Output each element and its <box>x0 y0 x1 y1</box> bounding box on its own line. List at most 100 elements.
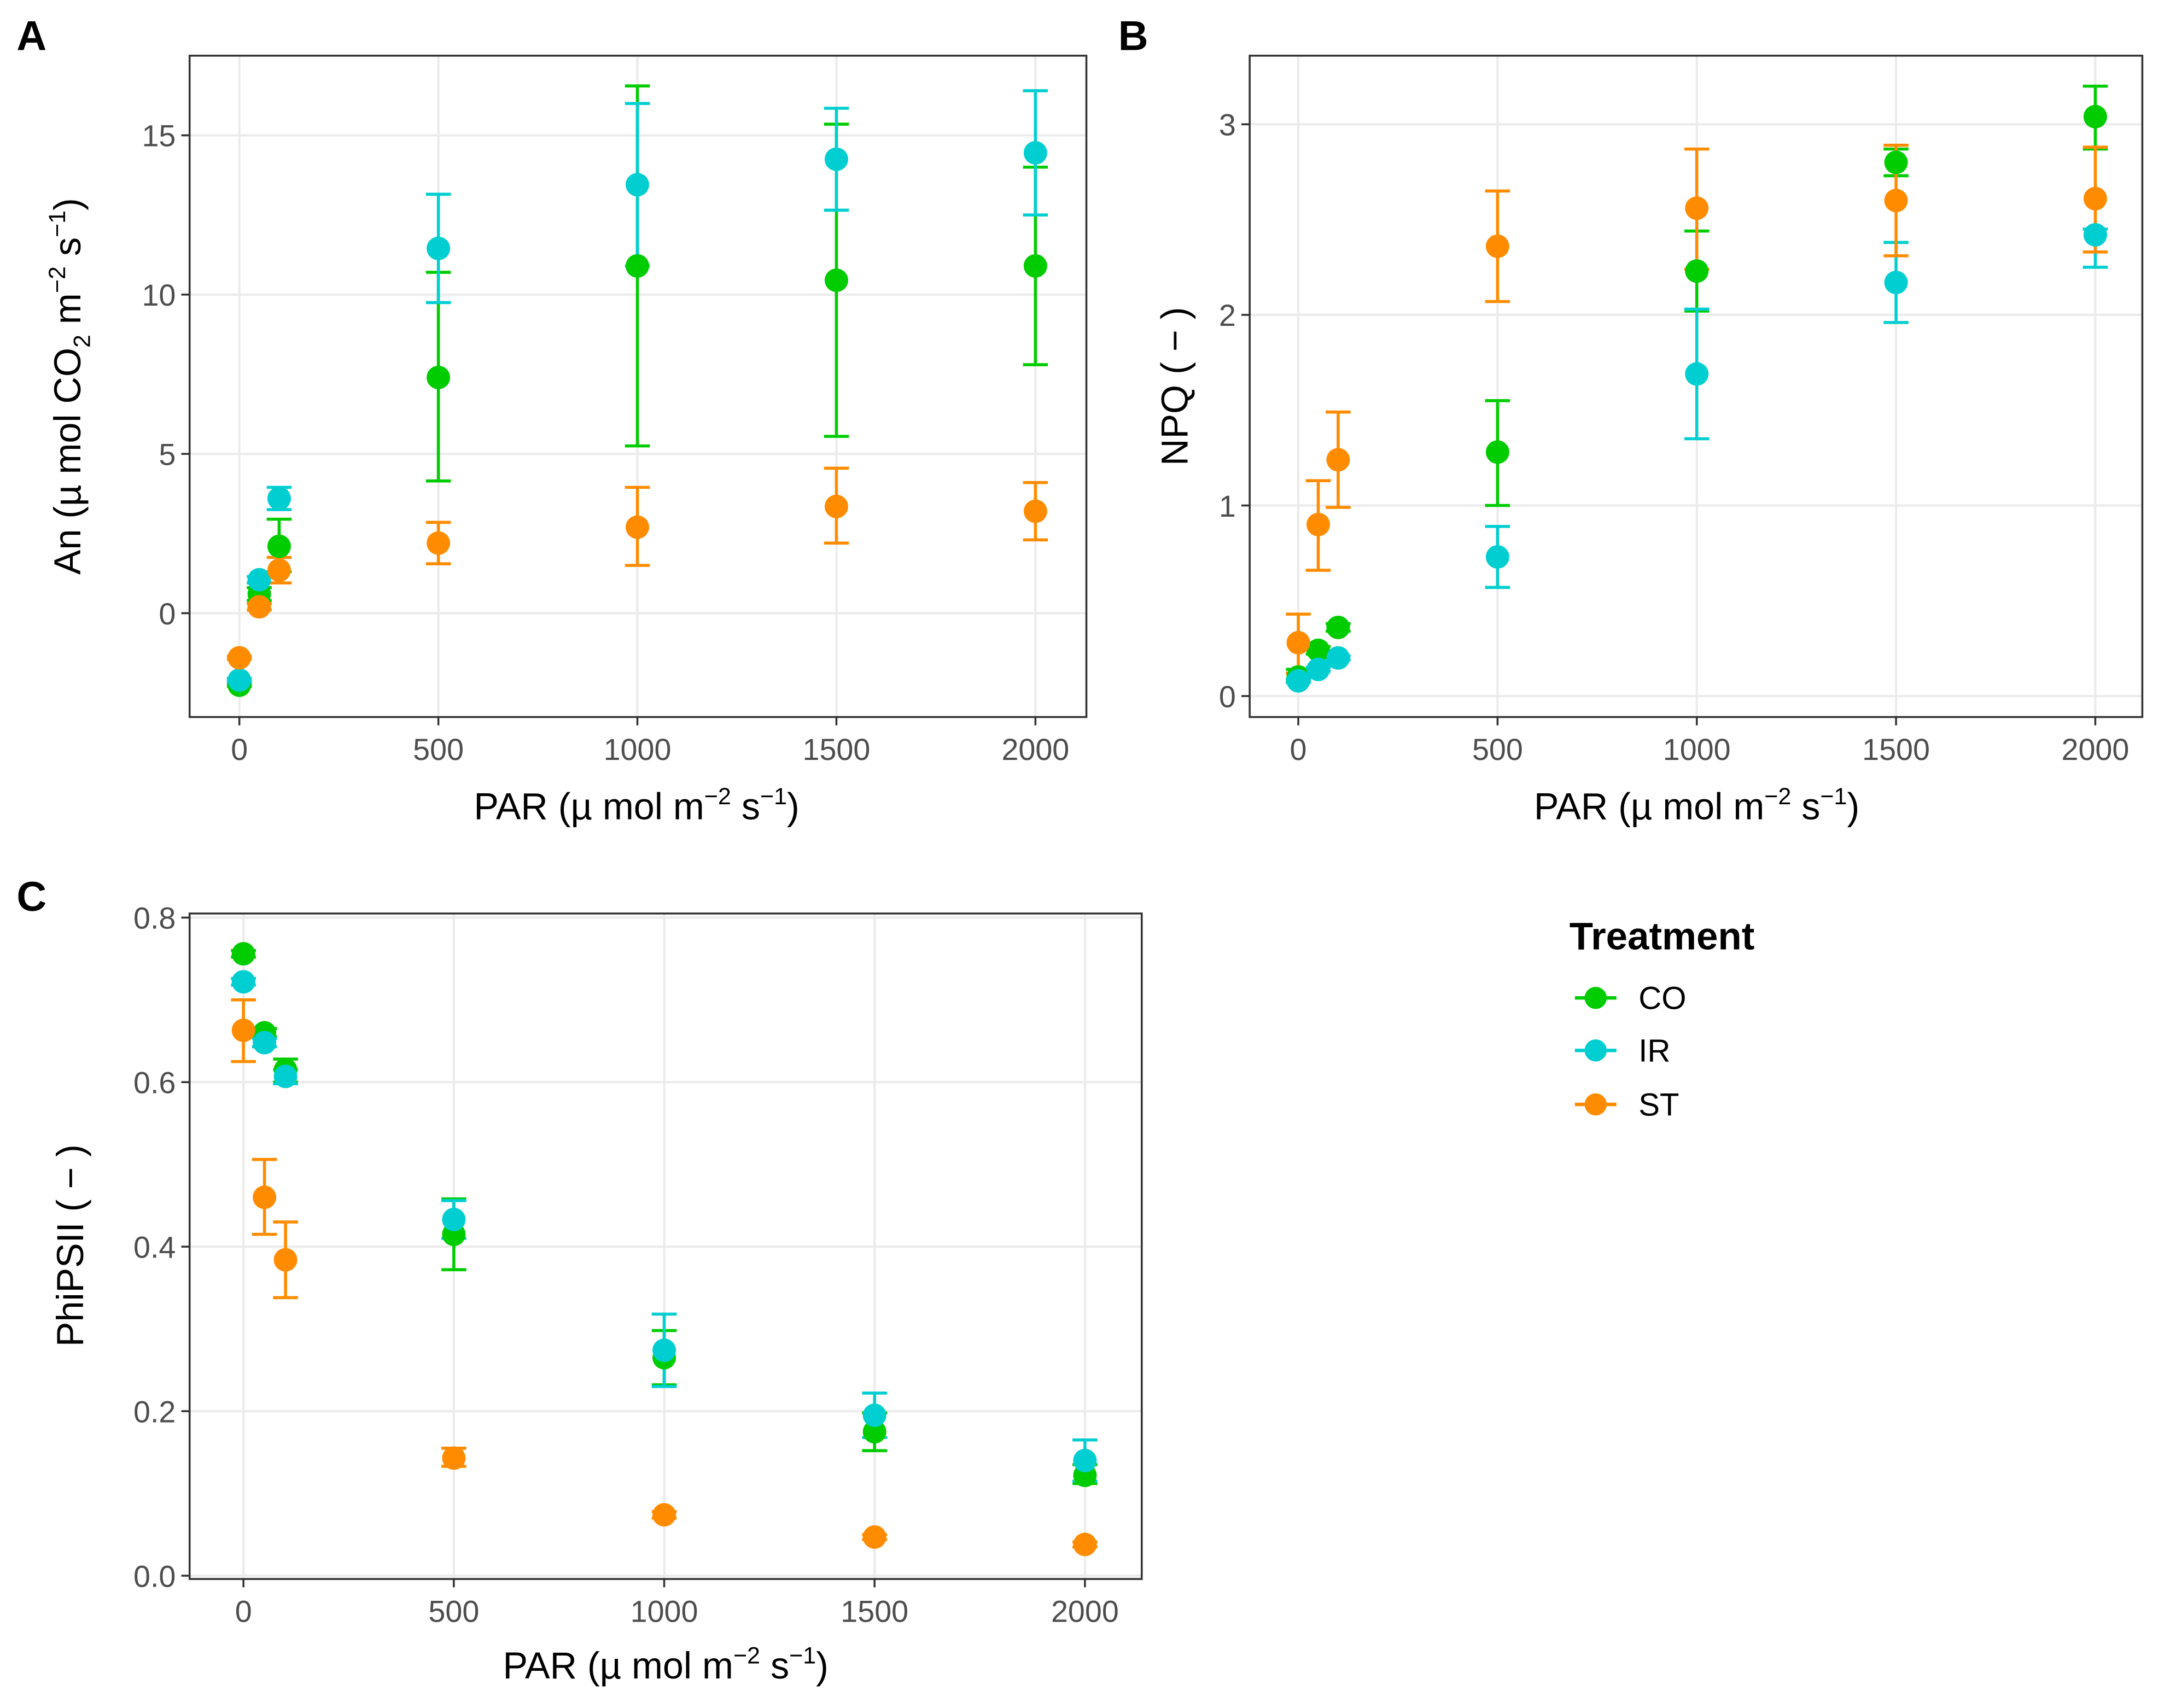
data-point-co <box>862 1420 886 1444</box>
y-tick-label: 0.6 <box>133 1066 176 1100</box>
y-tick-label: 0 <box>159 597 176 631</box>
y-axis-title-superscript: 2 <box>69 335 95 348</box>
data-point-co <box>2083 104 2107 128</box>
data-point-st <box>1306 512 1330 536</box>
data-point-ir <box>862 1403 886 1428</box>
y-axis-title-part: PhiPSII ( − ) <box>50 1144 91 1347</box>
y-axis-title-part: m <box>47 293 89 335</box>
data-point-co <box>626 254 650 278</box>
data-point-st <box>652 1503 676 1527</box>
data-point-st <box>273 1248 298 1272</box>
data-point-st <box>2083 186 2107 210</box>
data-point-st <box>267 558 291 582</box>
x-axis-title-superscript: −1 <box>1820 783 1847 810</box>
y-tick-label: 0.4 <box>133 1230 176 1264</box>
y-tick-label: 15 <box>142 119 176 153</box>
y-tick-label: 0.0 <box>133 1559 176 1593</box>
x-tick-label: 500 <box>1472 733 1523 767</box>
data-point-ir <box>1884 271 1908 295</box>
data-point-st <box>824 494 848 518</box>
x-axis-title-superscript: −1 <box>789 1642 816 1669</box>
y-axis-title-part: NPQ ( − ) <box>1154 307 1195 465</box>
data-point-ir <box>1023 141 1047 165</box>
x-axis-title-part: s <box>760 1645 789 1687</box>
data-point-st <box>427 531 451 555</box>
legend-item-st: ST <box>1574 1087 1679 1122</box>
y-tick-label: 3 <box>1219 108 1236 142</box>
x-tick-label: 1000 <box>604 733 672 767</box>
legend-label-st: ST <box>1638 1087 1679 1122</box>
y-axis-title: NPQ ( − ) <box>1154 307 1195 465</box>
data-point-co <box>231 942 255 966</box>
y-axis-title-superscript: −1 <box>44 210 71 237</box>
data-point-co <box>1485 440 1509 464</box>
data-point-st <box>862 1525 886 1549</box>
data-point-co <box>1884 150 1908 174</box>
data-point-co <box>1685 259 1709 283</box>
legend-key-co <box>1584 986 1607 1009</box>
panel-b-npq: 0 500 1000 1500 2000 0 1 2 3 PAR (µ mol m−2 s−1) N… <box>1154 55 2144 828</box>
legend-key-ir <box>1584 1039 1607 1062</box>
y-tick-label: 0.2 <box>133 1395 176 1429</box>
x-tick-label: 2000 <box>2061 733 2129 767</box>
y-tick-label: 10 <box>142 278 176 312</box>
x-axis-title-superscript: −2 <box>704 783 731 810</box>
x-axis-title: PAR (µ mol m−2 s−1) <box>1534 783 1859 828</box>
y-axis-title: An (µ mol CO2 m−2 s−1) <box>44 198 96 575</box>
data-point-ir <box>626 173 650 197</box>
data-point-co <box>427 365 451 389</box>
x-axis-title-part: PAR (µ mol m <box>474 786 704 828</box>
data-point-ir <box>247 568 271 592</box>
data-point-st <box>1884 189 1908 213</box>
data-point-st <box>1286 631 1310 655</box>
y-axis-title: PhiPSII ( − ) <box>50 1144 91 1347</box>
x-axis-title-superscript: −1 <box>760 783 787 810</box>
data-point-st <box>1685 196 1709 220</box>
data-point-st <box>1023 499 1047 523</box>
legend: Treatment CO IR ST <box>1570 915 1755 1123</box>
data-point-st <box>442 1446 466 1470</box>
data-point-ir <box>652 1338 676 1362</box>
data-point-st <box>1073 1532 1097 1557</box>
legend-label-ir: IR <box>1638 1033 1670 1069</box>
data-point-ir <box>1286 669 1310 693</box>
panel-c-phipsii: 0 500 1000 1500 2000 0.0 0.2 0.4 0.6 0.8 PAR (µ mo… <box>50 902 1143 1687</box>
x-tick-label: 0 <box>235 1594 252 1628</box>
y-axis-title-part: An (µ mol CO <box>47 348 89 575</box>
data-point-ir <box>427 236 451 260</box>
data-point-ir <box>824 147 848 171</box>
panel-label-a: A <box>16 13 46 60</box>
x-axis-title-part: ) <box>1847 786 1859 828</box>
legend-item-co: CO <box>1574 980 1687 1016</box>
x-tick-label: 2000 <box>1051 1594 1119 1628</box>
x-tick-label: 1500 <box>803 733 871 767</box>
data-point-st <box>1326 448 1350 472</box>
x-tick-label: 0 <box>1290 733 1307 767</box>
data-point-ir <box>253 1031 277 1055</box>
x-tick-label: 1000 <box>1663 733 1731 767</box>
data-point-ir <box>231 970 255 994</box>
x-tick-label: 500 <box>428 1594 479 1628</box>
x-tick-label: 2000 <box>1001 733 1069 767</box>
x-tick-label: 1000 <box>631 1594 698 1628</box>
data-point-ir <box>267 487 291 511</box>
data-point-st <box>247 595 271 619</box>
data-point-ir <box>1485 545 1509 569</box>
x-axis-title-part: PAR (µ mol m <box>503 1645 733 1687</box>
data-point-ir <box>1306 657 1330 681</box>
data-point-st <box>228 646 252 670</box>
panel-border <box>1249 55 2144 718</box>
y-axis-title-part: s <box>47 237 89 266</box>
y-tick-label: 2 <box>1219 299 1236 332</box>
x-tick-label: 1500 <box>841 1594 908 1628</box>
x-tick-label: 500 <box>413 733 464 767</box>
panel-label-b: B <box>1118 13 1148 60</box>
legend-title: Treatment <box>1570 915 1755 958</box>
legend-key-st <box>1584 1093 1607 1116</box>
data-point-ir <box>273 1064 298 1089</box>
data-point-co <box>824 268 848 293</box>
panel-border <box>188 55 1088 718</box>
x-axis-title-part: ) <box>787 786 800 828</box>
